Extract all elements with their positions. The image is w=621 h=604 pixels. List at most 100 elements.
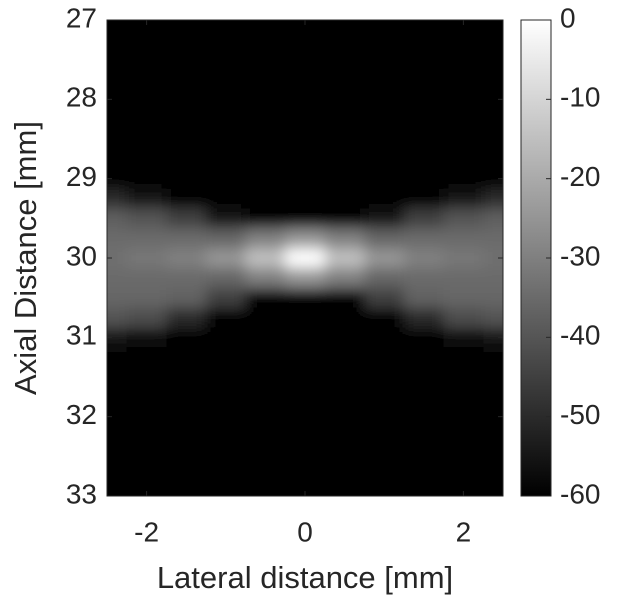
heat-cell — [206, 49, 247, 71]
x-axis-label: Lateral distance [mm] — [157, 560, 453, 595]
heat-cell — [324, 287, 365, 309]
heat-cell — [324, 347, 365, 368]
heat-cell — [483, 148, 503, 170]
heat-cell — [166, 49, 207, 71]
heat-cell — [206, 148, 247, 170]
heat-cell — [245, 267, 286, 289]
heat-cell — [404, 49, 445, 71]
heat-cell — [404, 466, 445, 487]
heat-cell — [107, 426, 128, 447]
heat-cell — [166, 347, 207, 368]
heat-cell — [483, 228, 503, 249]
heat-cell — [245, 406, 286, 428]
heat-cell — [245, 49, 286, 71]
heat-cell — [364, 228, 405, 249]
heat-cell — [107, 347, 128, 368]
heat-cell — [324, 406, 365, 428]
heat-cell — [483, 109, 503, 130]
heat-cell — [483, 188, 503, 209]
heat-cell — [206, 208, 247, 229]
heat-cell — [285, 406, 326, 428]
heat-cell — [483, 69, 503, 90]
heat-cell — [483, 386, 503, 408]
heat-cell — [126, 228, 167, 249]
heat-cell — [166, 20, 207, 31]
heat-cell — [245, 208, 286, 229]
heat-cell — [324, 367, 365, 388]
heat-cell — [364, 406, 405, 428]
heat-cell — [245, 367, 286, 388]
heat-cell — [126, 307, 167, 328]
heat-cell — [206, 248, 247, 269]
heat-cell — [483, 208, 503, 229]
heat-cell — [285, 248, 326, 269]
heat-cell — [324, 208, 365, 229]
y-tick-label: 32 — [66, 399, 97, 430]
heat-cell — [206, 486, 247, 496]
heat-cell — [107, 406, 128, 428]
heat-cell — [245, 69, 286, 90]
heat-cell — [404, 446, 445, 467]
heat-cell — [324, 426, 365, 447]
y-tick-label: 28 — [66, 82, 97, 113]
heat-cell — [206, 129, 247, 150]
heat-cell — [126, 148, 167, 170]
heat-cell — [206, 168, 247, 190]
heat-cell — [245, 129, 286, 150]
heat-cell — [364, 69, 405, 90]
heat-cell — [206, 466, 247, 487]
heat-cell — [404, 69, 445, 90]
heat-cell — [443, 367, 484, 388]
heat-cell — [443, 446, 484, 467]
heat-cell — [443, 406, 484, 428]
heat-cell — [483, 406, 503, 428]
heat-cell — [107, 20, 128, 31]
heat-cell — [245, 29, 286, 51]
heat-cell — [364, 29, 405, 51]
heat-cell — [206, 89, 247, 110]
heat-cell — [206, 347, 247, 368]
heat-cell — [483, 89, 503, 110]
heat-cell — [483, 466, 503, 487]
heat-cell — [364, 267, 405, 289]
heat-cell — [126, 89, 167, 110]
heat-cell — [107, 29, 128, 51]
heat-cell — [364, 49, 405, 71]
heat-cell — [166, 248, 207, 269]
heat-cell — [166, 466, 207, 487]
heat-cell — [107, 446, 128, 467]
heat-cell — [364, 168, 405, 190]
heat-cell — [443, 386, 484, 408]
heat-cell — [285, 29, 326, 51]
heat-cell — [443, 168, 484, 190]
heat-cell — [404, 367, 445, 388]
heat-cell — [206, 367, 247, 388]
heat-cell — [206, 29, 247, 51]
heat-cell — [364, 386, 405, 408]
heat-cell — [245, 228, 286, 249]
heat-cell — [107, 109, 128, 130]
heat-cell — [443, 307, 484, 328]
heat-cell — [285, 466, 326, 487]
heat-cell — [206, 327, 247, 348]
heat-cell — [166, 69, 207, 90]
heat-cell — [483, 248, 503, 269]
heat-cell — [285, 426, 326, 447]
heat-cell — [206, 307, 247, 328]
heat-cell — [126, 426, 167, 447]
heat-cell — [404, 228, 445, 249]
heat-cell — [126, 347, 167, 368]
heat-cell — [166, 109, 207, 130]
heat-cell — [285, 148, 326, 170]
heat-cell — [364, 367, 405, 388]
heat-cell — [443, 148, 484, 170]
heat-cell — [245, 109, 286, 130]
heat-cell — [126, 109, 167, 130]
heat-cell — [206, 20, 247, 31]
heat-cell — [483, 486, 503, 496]
heat-cell — [285, 367, 326, 388]
heat-cell — [166, 307, 207, 328]
heat-cell — [404, 89, 445, 110]
heat-cell — [206, 69, 247, 90]
